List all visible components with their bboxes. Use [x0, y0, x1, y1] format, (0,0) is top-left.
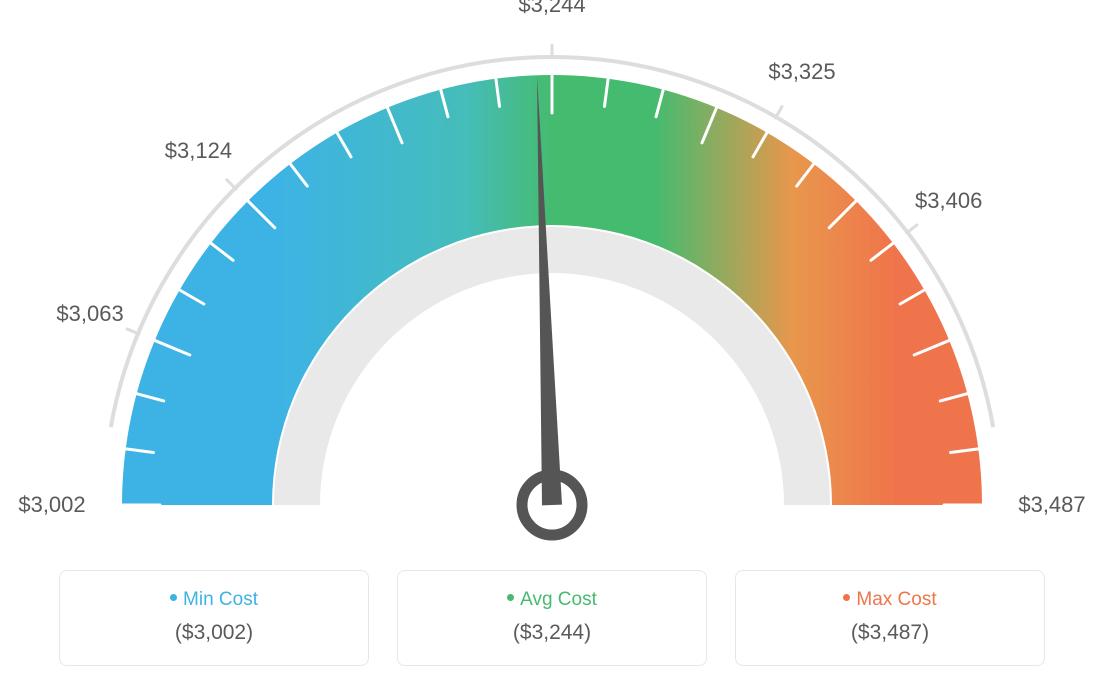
gauge-tick-label: $3,487 — [1018, 492, 1085, 518]
gauge-tick-label: $3,002 — [18, 492, 85, 518]
avg-dot-icon — [507, 594, 514, 601]
min-dot-icon — [170, 594, 177, 601]
gauge-tick-label: $3,244 — [518, 0, 585, 18]
avg-cost-card: Avg Cost ($3,244) — [397, 570, 707, 666]
min-title-text: Min Cost — [183, 589, 258, 610]
max-cost-value: ($3,487) — [736, 621, 1044, 645]
gauge-tick-label: $3,325 — [768, 59, 835, 85]
max-title-text: Max Cost — [856, 589, 936, 610]
legend-row: Min Cost ($3,002) Avg Cost ($3,244) Max … — [0, 570, 1104, 666]
max-cost-title: Max Cost — [736, 589, 1044, 611]
max-cost-card: Max Cost ($3,487) — [735, 570, 1045, 666]
avg-cost-value: ($3,244) — [398, 621, 706, 645]
avg-title-text: Avg Cost — [520, 589, 597, 610]
min-cost-card: Min Cost ($3,002) — [59, 570, 369, 666]
gauge-svg — [0, 0, 1104, 560]
gauge-tick-label: $3,124 — [165, 138, 232, 164]
min-cost-value: ($3,002) — [60, 621, 368, 645]
gauge-tick-label: $3,406 — [915, 188, 982, 214]
min-cost-title: Min Cost — [60, 589, 368, 611]
gauge-chart: $3,002 $3,063 $3,124 $3,244 $3,325 $3,406 $3,4… — [0, 0, 1104, 560]
gauge-tick-label: $3,063 — [56, 301, 123, 327]
max-dot-icon — [843, 594, 850, 601]
avg-cost-title: Avg Cost — [398, 589, 706, 611]
